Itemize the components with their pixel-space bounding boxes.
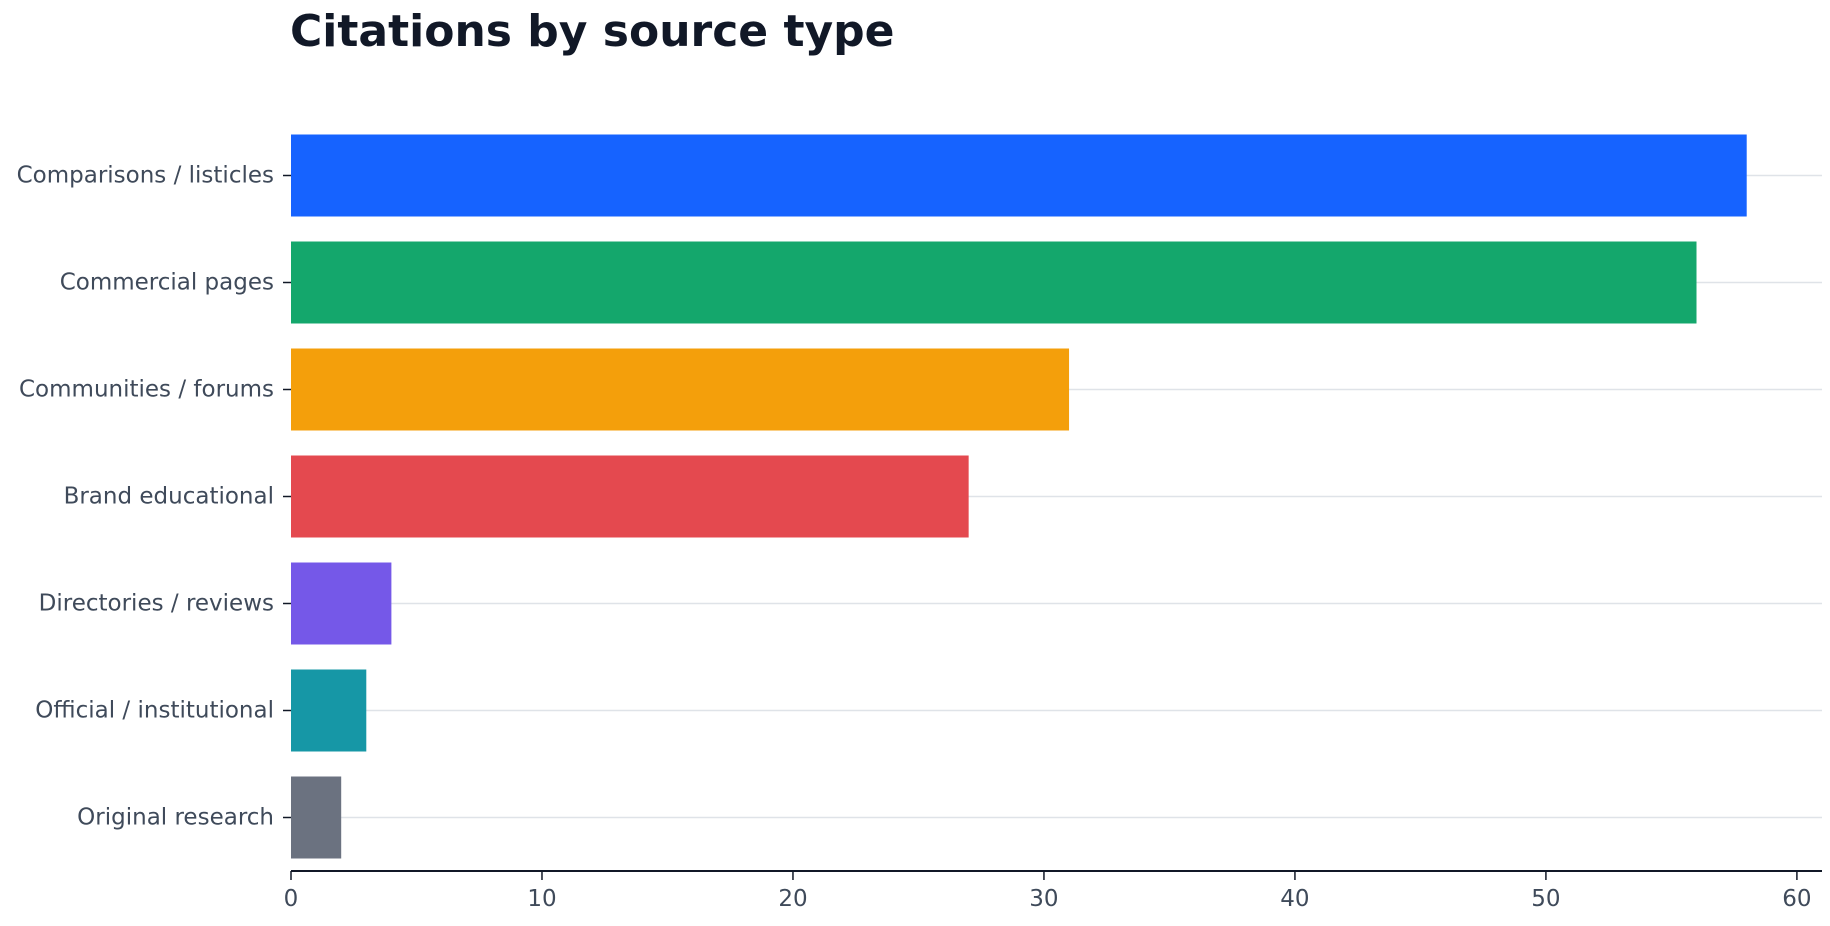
bar [291,348,1070,431]
bar [291,455,969,538]
y-tick-label: Directories / reviews [39,591,274,617]
x-tick-label: 0 [284,886,299,912]
chart-title: Citations by source type [290,6,895,57]
x-tick-label: 50 [1531,886,1560,912]
bar [291,562,392,645]
bar [291,776,342,859]
x-tick-label: 10 [527,886,556,912]
x-tick-label: 30 [1029,886,1058,912]
bar [291,669,367,752]
y-tick-label: Commercial pages [60,270,274,296]
y-tick-label: Communities / forums [19,377,274,403]
x-tick-label: 20 [778,886,807,912]
y-tick-label: Official / institutional [35,698,274,724]
bar [291,134,1747,217]
bar [291,241,1697,324]
x-tick-label: 60 [1782,886,1811,912]
y-tick-label: Original research [77,805,274,831]
y-tick-label: Comparisons / listicles [17,163,274,189]
x-tick-label: 40 [1280,886,1309,912]
y-tick-label: Brand educational [64,484,274,510]
